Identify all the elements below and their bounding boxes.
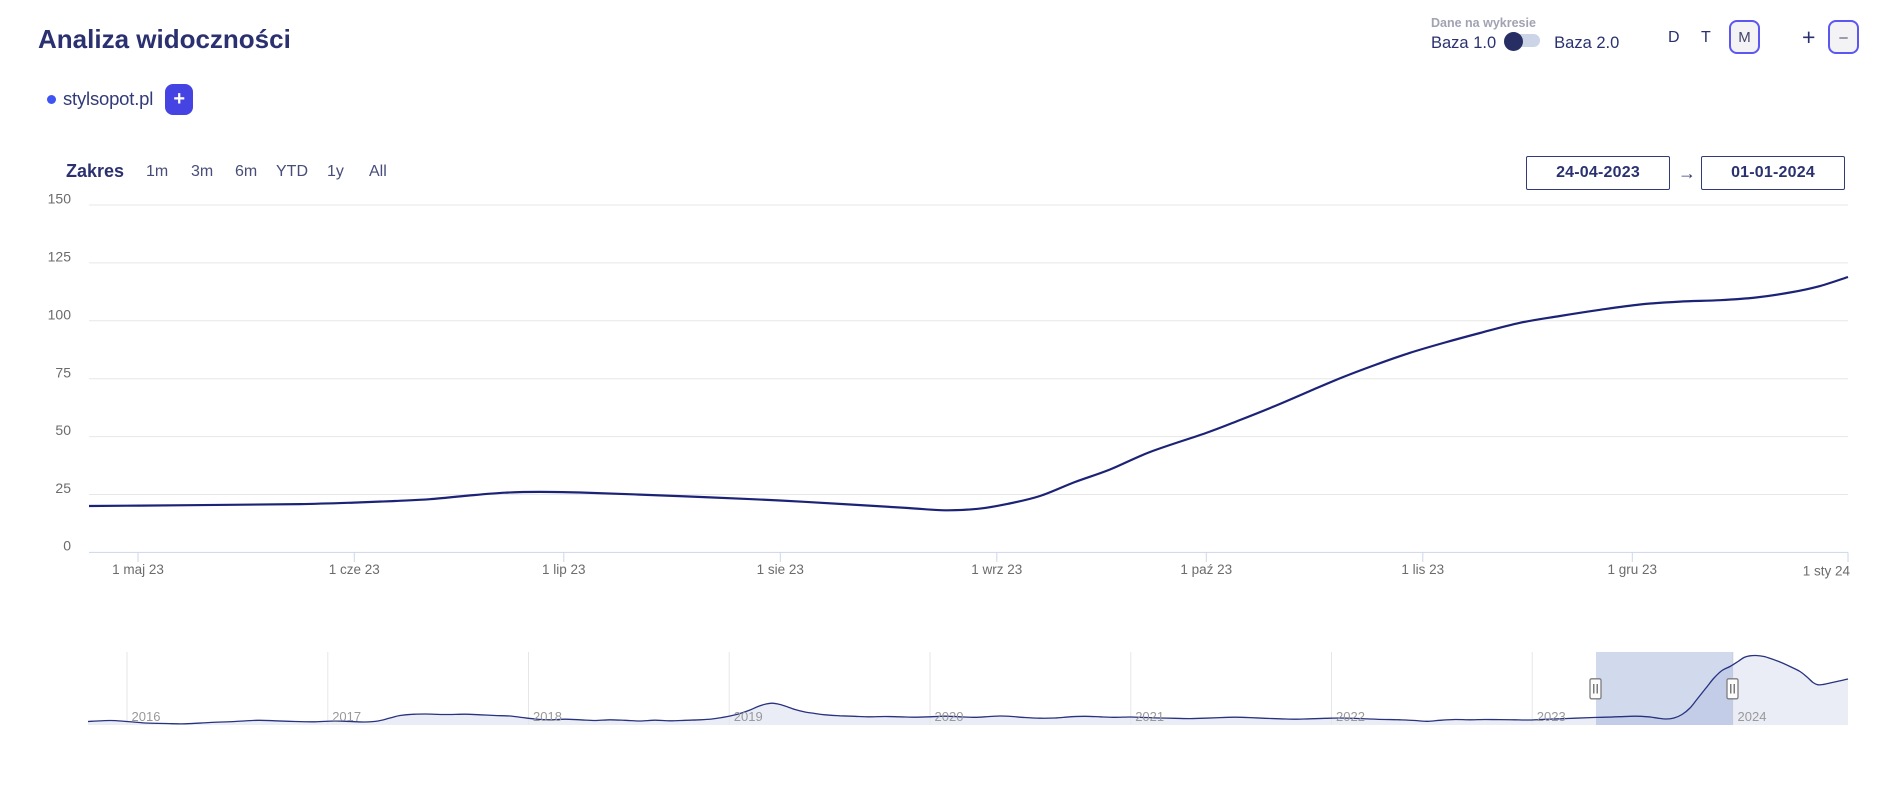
svg-text:2021: 2021	[1135, 709, 1164, 724]
svg-text:1 sty 24: 1 sty 24	[1803, 564, 1851, 579]
svg-text:1 cze 23: 1 cze 23	[329, 562, 380, 577]
svg-text:1 lis 23: 1 lis 23	[1401, 562, 1444, 577]
svg-text:75: 75	[55, 364, 71, 380]
svg-text:1 gru 23: 1 gru 23	[1608, 562, 1658, 577]
svg-text:50: 50	[55, 422, 71, 438]
svg-text:2018: 2018	[533, 709, 562, 724]
svg-text:2019: 2019	[734, 709, 763, 724]
svg-text:2022: 2022	[1336, 709, 1365, 724]
svg-text:1 maj 23: 1 maj 23	[112, 562, 164, 577]
svg-text:100: 100	[48, 306, 72, 322]
svg-text:2023: 2023	[1537, 709, 1566, 724]
svg-text:150: 150	[48, 191, 72, 207]
svg-text:1 sie 23: 1 sie 23	[757, 562, 804, 577]
svg-text:2020: 2020	[935, 709, 964, 724]
svg-text:1 paź 23: 1 paź 23	[1180, 562, 1232, 577]
svg-text:25: 25	[55, 480, 71, 496]
svg-text:2017: 2017	[332, 709, 361, 724]
svg-text:125: 125	[48, 249, 72, 265]
svg-text:2024: 2024	[1738, 709, 1767, 724]
svg-text:1 wrz 23: 1 wrz 23	[971, 562, 1022, 577]
svg-text:1 lip 23: 1 lip 23	[542, 562, 586, 577]
svg-text:2016: 2016	[132, 709, 161, 724]
svg-text:0: 0	[63, 538, 71, 554]
